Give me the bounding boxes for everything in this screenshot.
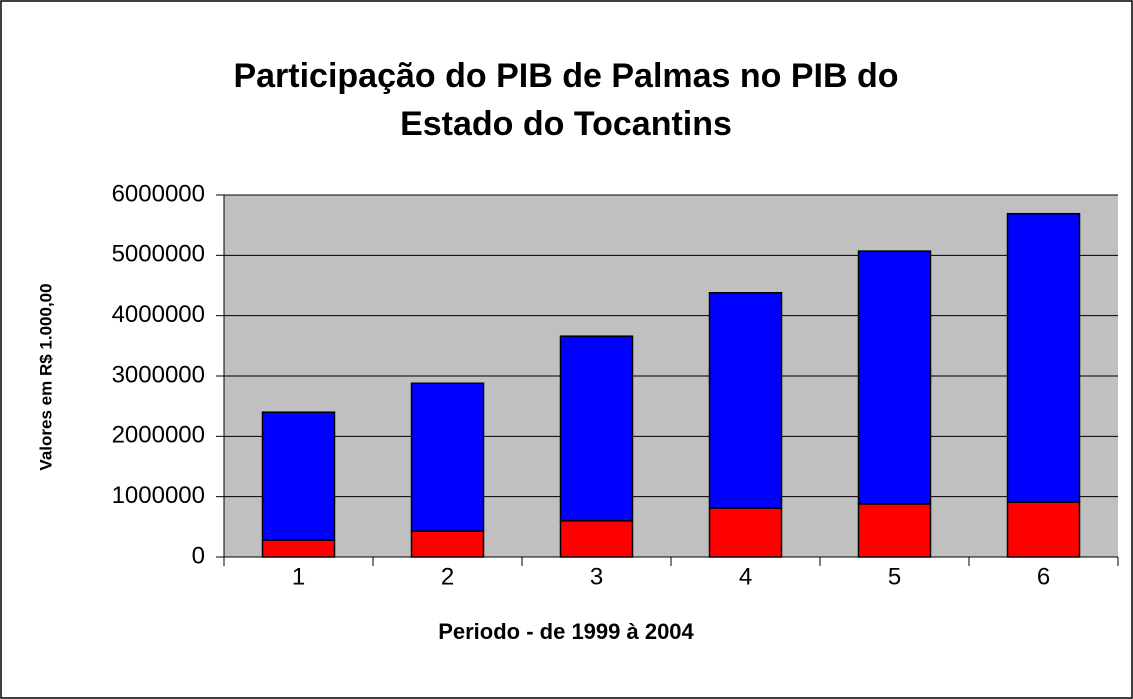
x-tick-label: 3 bbox=[590, 563, 603, 590]
bar-segment bbox=[410, 530, 485, 558]
y-tick-label: 3000000 bbox=[112, 361, 205, 388]
y-axis-label: Valores em R$ 1.000,00 bbox=[36, 283, 55, 470]
y-tick-label: 5000000 bbox=[112, 241, 205, 268]
bar-segment bbox=[559, 335, 634, 522]
x-tick-label: 5 bbox=[888, 563, 901, 590]
y-tick-label: 6000000 bbox=[112, 180, 205, 207]
y-tick-label: 0 bbox=[192, 542, 205, 569]
x-tick-label: 2 bbox=[441, 563, 454, 590]
bar-segment bbox=[708, 507, 783, 558]
bar-segment bbox=[261, 539, 336, 558]
bar-segment bbox=[1006, 501, 1081, 558]
y-tick-label: 2000000 bbox=[112, 422, 205, 449]
y-tick-label: 4000000 bbox=[112, 301, 205, 328]
x-tick-label: 4 bbox=[739, 563, 752, 590]
bar-segment bbox=[261, 411, 336, 541]
x-axis-label: Periodo - de 1999 à 2004 bbox=[438, 619, 694, 644]
y-tick-label: 1000000 bbox=[112, 482, 205, 509]
x-tick-label: 6 bbox=[1037, 563, 1050, 590]
chart-title: Participação do PIB de Palmas no PIB do … bbox=[233, 57, 899, 143]
x-tick-label: 1 bbox=[292, 563, 305, 590]
bar-segment bbox=[857, 503, 932, 558]
bar-segment bbox=[559, 520, 634, 558]
bar-segment bbox=[1006, 212, 1081, 503]
bar-segment bbox=[708, 291, 783, 509]
bar-segment bbox=[857, 250, 932, 505]
bar-segment bbox=[410, 382, 485, 532]
